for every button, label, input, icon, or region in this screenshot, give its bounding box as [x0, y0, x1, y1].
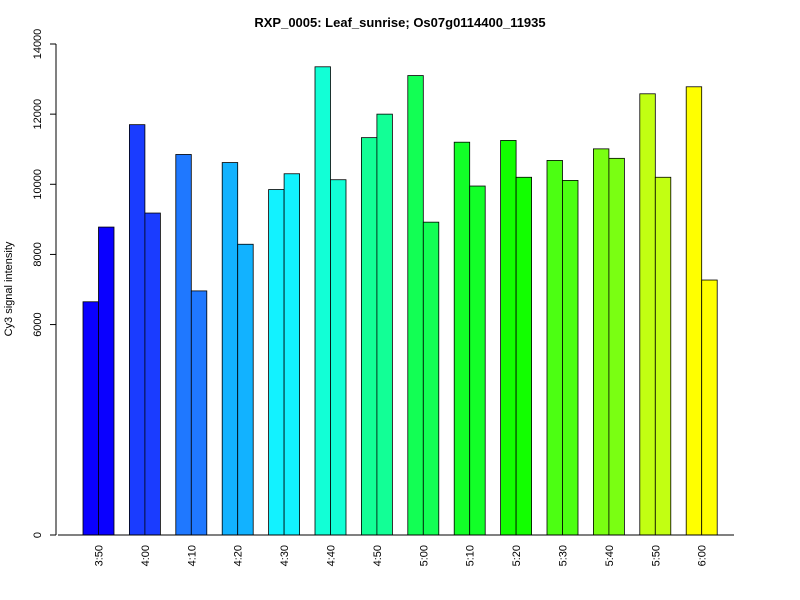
- y-axis-label: Cy3 signal intensity: [3, 241, 15, 336]
- bar-500-s2: [422, 221, 440, 536]
- y-tick-label-3: 10000: [32, 169, 44, 200]
- bar-550-s2: [654, 176, 672, 536]
- x-tick-label-13: 6:00: [697, 545, 709, 566]
- bar-410-s1: [175, 154, 192, 536]
- bar-450-s1: [360, 137, 378, 536]
- bars: [82, 66, 718, 536]
- y-tick-label-1: 6000: [32, 312, 44, 336]
- bar-510-s1: [453, 141, 471, 536]
- bar-420-s1: [221, 162, 239, 536]
- x-tick-label-5: 4:40: [326, 545, 338, 566]
- bar-540-s1: [593, 148, 610, 536]
- x-tick-label-10: 5:30: [558, 545, 570, 566]
- bar-500-s1: [407, 75, 424, 536]
- bar-600-s1: [685, 86, 703, 536]
- bar-540-s2: [608, 157, 625, 536]
- x-tick-label-12: 5:50: [650, 545, 662, 566]
- x-tick-label-7: 5:00: [418, 545, 430, 566]
- bar-520-s2: [515, 176, 532, 536]
- bar-400-s2: [144, 212, 161, 536]
- x-tick-label-6: 4:50: [372, 545, 384, 566]
- y-axis: 0 6000 8000 10000 12000 14000: [32, 29, 57, 538]
- bar-450-s2: [376, 113, 393, 536]
- x-tick-label-1: 4:00: [140, 545, 152, 566]
- bar-410-s2: [190, 290, 208, 536]
- bar-430-s1: [268, 189, 285, 536]
- bar-420-s2: [237, 243, 254, 536]
- x-tick-label-9: 5:20: [511, 545, 523, 566]
- bar-510-s2: [469, 185, 486, 536]
- bar-440-s1: [314, 66, 331, 536]
- bar-430-s2: [283, 173, 301, 536]
- x-tick-label-0: 3:50: [94, 545, 106, 566]
- x-tick-label-4: 4:30: [279, 545, 291, 566]
- bar-550-s1: [639, 93, 656, 536]
- bar-530-s1: [546, 160, 563, 536]
- x-tick-label-11: 5:40: [604, 545, 616, 566]
- bar-600-s2: [701, 279, 718, 536]
- y-tick-label-0: 0: [32, 532, 44, 538]
- bar-400-s1: [128, 124, 146, 536]
- y-tick-label-2: 8000: [32, 242, 44, 266]
- chart-title: RXP_0005: Leaf_sunrise; Os07g0114400_119…: [254, 15, 545, 30]
- bar-520-s1: [500, 140, 517, 536]
- bar-350-s2: [98, 226, 115, 536]
- y-tick-label-4: 12000: [32, 99, 44, 130]
- x-tick-label-8: 5:10: [465, 545, 477, 566]
- y-tick-label-5: 14000: [32, 29, 44, 60]
- bar-440-s2: [330, 179, 347, 536]
- bar-530-s2: [562, 180, 579, 536]
- bar-350-s1: [82, 301, 99, 536]
- x-tick-label-2: 4:10: [186, 545, 198, 566]
- x-tick-label-3: 4:20: [233, 545, 245, 566]
- x-axis: 3:50 4:00 4:10 4:20 4:30 4:40 4:50 5:00 5:10 5:20…: [58, 534, 734, 566]
